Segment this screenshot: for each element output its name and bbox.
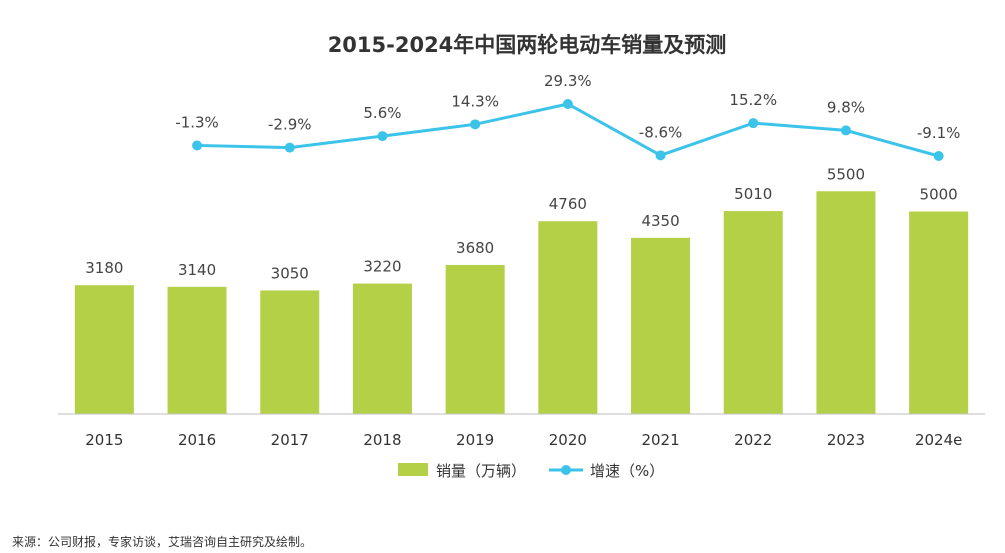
x-tick-label-2023: 2023 — [827, 431, 865, 449]
bar-value-label-2019: 3680 — [456, 239, 494, 257]
x-tick-label-2024e: 2024e — [915, 431, 962, 449]
bar-value-label-2021: 4350 — [641, 212, 679, 230]
chart-title: 2015-2024年中国两轮电动车销量及预测 — [328, 33, 727, 57]
legend-bar-swatch — [398, 463, 428, 476]
bar-2019 — [445, 264, 505, 414]
legend-line-label: 增速（%） — [590, 462, 664, 480]
bars-group: 3180 3140 3050 3220 3680 4760 4350 5010 5500 5000 — [74, 165, 969, 414]
bar-value-label-2024e: 5000 — [920, 186, 958, 204]
growth-point-2017 — [284, 142, 295, 153]
x-tick-label-2017: 2017 — [271, 431, 309, 449]
bar-2024e — [909, 211, 969, 414]
x-axis-ticks: 2015 2016 2017 2018 2019 2020 2021 2022 2023 2024… — [85, 431, 962, 449]
growth-point-2020 — [562, 99, 573, 109]
bar-value-label-2018: 3220 — [363, 258, 401, 276]
growth-point-2019 — [470, 119, 481, 130]
growth-point-2023 — [840, 125, 851, 136]
growth-label-2020: 29.3% — [544, 72, 592, 90]
x-tick-label-2021: 2021 — [641, 431, 679, 449]
x-tick-label-2016: 2016 — [178, 431, 216, 449]
growth-label-2016: -1.3% — [175, 113, 219, 131]
x-tick-label-2022: 2022 — [734, 431, 772, 449]
bar-2021 — [631, 237, 691, 414]
bar-2017 — [260, 290, 320, 414]
x-tick-label-2018: 2018 — [363, 431, 401, 449]
legend-bar-label: 销量（万辆） — [436, 462, 526, 480]
x-tick-label-2020: 2020 — [549, 431, 587, 449]
growth-label-2023: 9.8% — [827, 98, 865, 116]
legend: 销量（万辆） 增速（%） — [398, 462, 664, 480]
bar-value-label-2022: 5010 — [734, 185, 772, 203]
growth-label-2024e: -9.1% — [917, 124, 961, 142]
growth-label-2018: 5.6% — [363, 104, 401, 122]
growth-point-2024e — [933, 151, 944, 161]
bar-value-label-2020: 4760 — [549, 195, 587, 213]
x-tick-label-2015: 2015 — [85, 431, 123, 449]
bar-2022 — [723, 211, 783, 414]
growth-label-2019: 14.3% — [451, 92, 499, 110]
source-note: 来源：公司财报，专家访谈，艾瑞咨询自主研究及绘制。 — [12, 535, 313, 549]
bar-value-label-2017: 3050 — [271, 264, 309, 282]
legend-line-marker — [561, 465, 571, 475]
bar-value-label-2015: 3180 — [85, 259, 123, 277]
growth-point-2018 — [377, 131, 388, 142]
growth-point-2021 — [655, 150, 666, 161]
bar-2020 — [538, 221, 598, 414]
growth-line-group: -1.3% -2.9% 5.6% 14.3% 29.3% -8.6% 15.2% 9.8% -9… — [175, 72, 960, 161]
x-tick-label-2019: 2019 — [456, 431, 494, 449]
growth-point-2016 — [192, 140, 203, 151]
bar-2015 — [74, 285, 134, 414]
growth-label-2021: -8.6% — [639, 123, 683, 141]
bar-2016 — [167, 286, 227, 414]
bar-value-label-2016: 3140 — [178, 261, 216, 279]
growth-label-2017: -2.9% — [268, 116, 312, 134]
bar-2018 — [352, 283, 412, 414]
growth-point-2022 — [748, 118, 759, 129]
bar-2023 — [816, 191, 876, 414]
growth-label-2022: 15.2% — [729, 91, 777, 109]
bar-value-label-2023: 5500 — [827, 165, 865, 183]
